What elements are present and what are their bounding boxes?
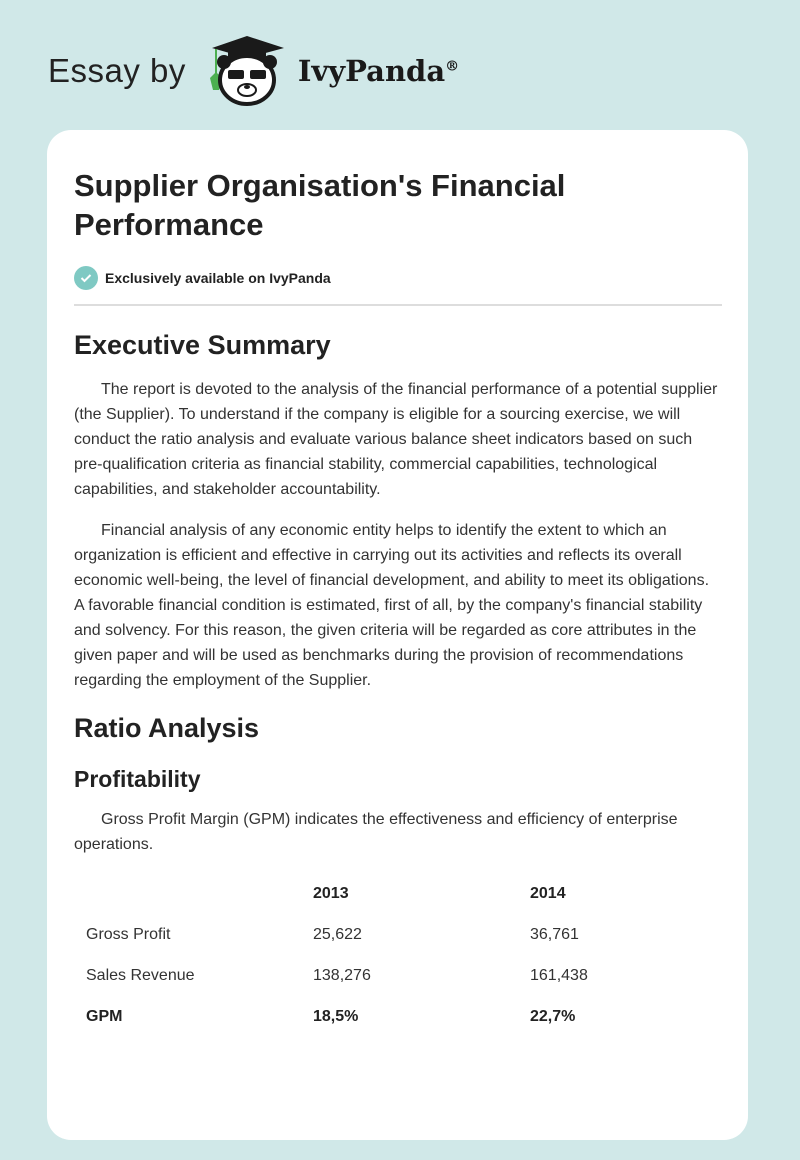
exclusive-text: Exclusively available on IvyPanda [105, 270, 331, 286]
check-icon [74, 266, 98, 290]
registered-mark: ® [445, 58, 460, 75]
table-header: 2013 [313, 884, 349, 902]
table-cell: 18,5% [313, 1007, 359, 1025]
site-header: Essay by IvyPanda® [48, 36, 459, 106]
table-row: Gross Profit 25,622 36,761 [74, 914, 588, 955]
panda-logo-icon[interactable] [204, 36, 290, 106]
divider [74, 304, 722, 306]
table-row: Sales Revenue 138,276 161,438 [74, 955, 588, 996]
table-header [74, 873, 313, 914]
table-cell: GPM [86, 1007, 123, 1025]
table-cell: 22,7% [530, 1007, 576, 1025]
table-header-row: 2013 2014 [74, 873, 588, 914]
article-title: Supplier Organisation's Financial Perfor… [74, 168, 566, 242]
paragraph: Financial analysis of any economic entit… [74, 522, 710, 689]
table-cell: 36,761 [530, 925, 579, 943]
essay-by-label: Essay by [48, 52, 186, 89]
table-header: 2014 [530, 884, 566, 902]
table-row: GPM 18,5% 22,7% [74, 996, 588, 1037]
table-cell: 138,276 [313, 966, 371, 984]
brand-text: IvyPanda [297, 54, 446, 88]
table-cell: 25,622 [313, 925, 362, 943]
table-cell: Sales Revenue [86, 966, 195, 984]
exclusive-badge: Exclusively available on IvyPanda [74, 266, 722, 290]
heading-ratio-analysis: Ratio Analysis [74, 713, 260, 743]
paragraph: The report is devoted to the analysis of… [74, 381, 718, 498]
table-cell: 161,438 [530, 966, 588, 984]
table-cell: Gross Profit [86, 925, 171, 943]
heading-executive-summary: Executive Summary [74, 330, 331, 360]
gpm-table: 2013 2014 Gross Profit 25,622 36,761 Sal… [74, 873, 588, 1037]
paragraph: Gross Profit Margin (GPM) indicates the … [74, 811, 678, 853]
article-card: Supplier Organisation's Financial Perfor… [47, 130, 748, 1140]
heading-profitability: Profitability [74, 766, 201, 792]
brand-name[interactable]: IvyPanda® [298, 54, 459, 88]
